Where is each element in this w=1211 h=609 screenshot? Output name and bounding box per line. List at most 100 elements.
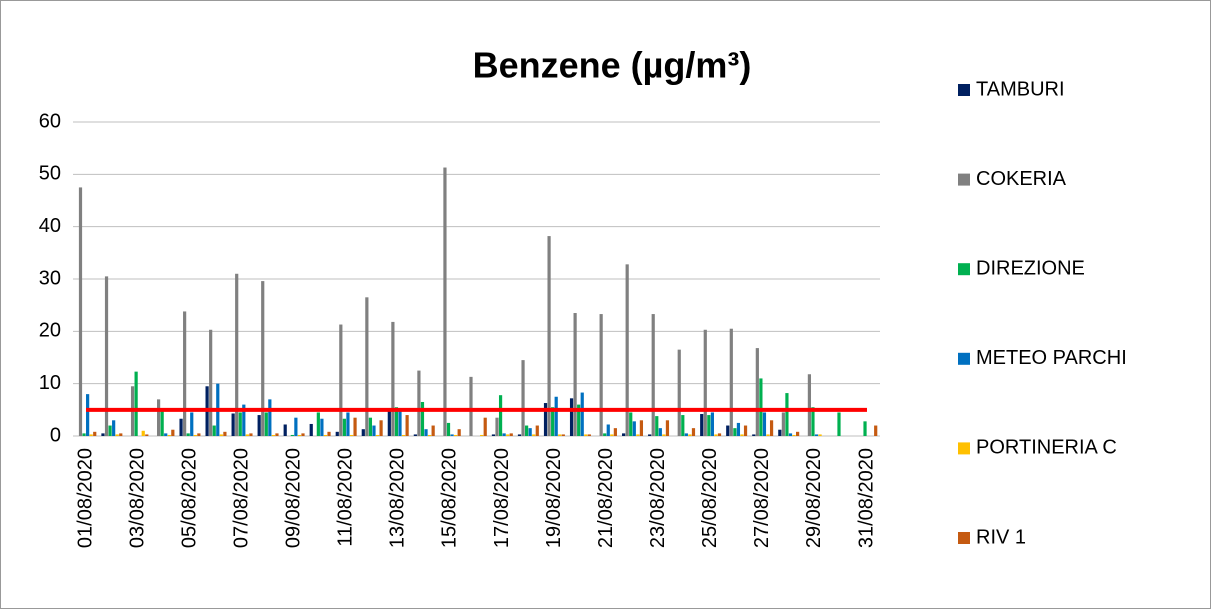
- bar: [636, 434, 640, 436]
- bar: [242, 404, 246, 436]
- bar: [353, 417, 357, 436]
- bar: [495, 417, 499, 436]
- x-tick-label: 05/08/2020: [178, 448, 200, 548]
- bar: [863, 421, 867, 436]
- bar: [483, 417, 487, 436]
- bar: [551, 407, 555, 436]
- legend-swatch: [958, 263, 970, 276]
- bar: [796, 431, 800, 436]
- x-tick-label: 07/08/2020: [230, 448, 252, 548]
- bar: [309, 423, 313, 436]
- x-tick-label: 11/08/2020: [335, 448, 357, 547]
- y-tick-label: 50: [39, 163, 61, 185]
- bar: [264, 412, 268, 436]
- bar: [197, 433, 201, 436]
- bar: [755, 348, 759, 436]
- bar: [413, 434, 417, 436]
- bar: [535, 425, 539, 436]
- bar: [394, 407, 399, 436]
- bar: [639, 420, 644, 436]
- bar: [119, 433, 123, 436]
- bar: [431, 425, 435, 436]
- bar: [622, 433, 626, 436]
- bar: [193, 434, 197, 436]
- bar: [134, 371, 138, 436]
- bar: [740, 434, 744, 436]
- bar: [707, 415, 711, 436]
- bar: [778, 429, 782, 436]
- bar: [141, 430, 145, 436]
- bar: [104, 276, 109, 436]
- bar: [807, 374, 812, 436]
- bar: [814, 434, 819, 436]
- bar: [700, 414, 704, 436]
- bar: [171, 429, 175, 436]
- bar: [766, 434, 770, 436]
- bar: [569, 398, 574, 436]
- bar: [212, 425, 216, 436]
- bar: [736, 422, 741, 436]
- bar: [688, 434, 692, 436]
- bar: [179, 418, 183, 436]
- bar: [424, 429, 428, 436]
- bar: [577, 404, 581, 436]
- bar: [498, 395, 503, 436]
- bar: [717, 433, 722, 436]
- legend-label: RIV 1: [976, 526, 1026, 548]
- bar: [658, 428, 662, 436]
- bar: [93, 431, 97, 436]
- bar: [762, 412, 767, 436]
- bar: [78, 187, 83, 436]
- bar: [584, 434, 588, 436]
- y-tick-label: 60: [39, 110, 61, 132]
- bar: [443, 167, 447, 436]
- bar: [420, 401, 425, 436]
- bar: [223, 431, 227, 436]
- bar: [320, 418, 324, 436]
- bar: [112, 420, 116, 436]
- bar: [818, 434, 822, 436]
- bar: [427, 434, 432, 436]
- bar: [554, 396, 558, 436]
- bar: [714, 434, 718, 436]
- bar: [283, 424, 287, 436]
- bar: [580, 392, 584, 436]
- bar: [603, 433, 607, 436]
- bar: [726, 425, 730, 436]
- bar: [156, 399, 161, 436]
- bar: [190, 412, 194, 436]
- bar: [268, 399, 272, 436]
- bar: [219, 434, 223, 436]
- bar: [391, 321, 395, 436]
- bar: [275, 433, 279, 436]
- legend-label: METEO PARCHI: [976, 347, 1127, 369]
- bar: [297, 434, 302, 436]
- x-tick-label: 31/08/2020: [855, 448, 877, 548]
- bar: [342, 418, 346, 436]
- bar: [521, 360, 525, 436]
- bar: [651, 314, 655, 436]
- bar: [788, 433, 793, 436]
- bar: [769, 420, 774, 436]
- x-tick-label: 25/08/2020: [699, 448, 721, 548]
- bar: [874, 425, 878, 436]
- bar: [160, 409, 164, 436]
- bar: [361, 429, 365, 436]
- bar: [101, 433, 105, 436]
- bar: [629, 412, 633, 436]
- bar: [610, 434, 614, 436]
- legend-swatch: [958, 173, 970, 186]
- bar: [837, 412, 841, 436]
- bar: [261, 281, 265, 436]
- bar: [517, 434, 522, 436]
- bar: [655, 416, 659, 436]
- bar: [525, 425, 529, 436]
- bar: [335, 431, 339, 436]
- bar: [528, 428, 532, 436]
- bar: [632, 421, 636, 436]
- bar: [662, 434, 666, 436]
- bar: [606, 424, 610, 436]
- bar: [245, 434, 249, 436]
- bar: [759, 378, 763, 436]
- bar: [558, 434, 562, 436]
